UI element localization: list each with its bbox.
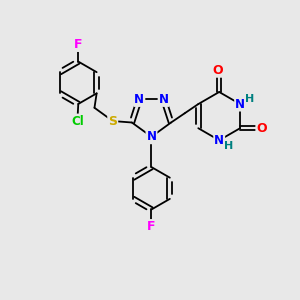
Text: H: H [224, 141, 233, 151]
Text: N: N [134, 93, 144, 106]
Text: Cl: Cl [71, 115, 84, 128]
Text: N: N [235, 98, 245, 111]
Text: S: S [108, 115, 117, 128]
Text: N: N [146, 130, 157, 143]
Text: O: O [256, 122, 267, 135]
Text: H: H [245, 94, 254, 104]
Text: O: O [212, 64, 223, 77]
Text: F: F [74, 38, 82, 51]
Text: N: N [214, 134, 224, 147]
Text: N: N [159, 93, 169, 106]
Text: F: F [147, 220, 156, 233]
